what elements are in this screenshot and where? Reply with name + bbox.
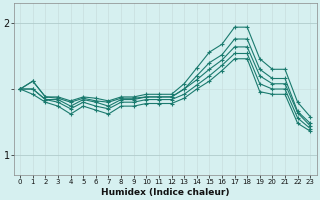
X-axis label: Humidex (Indice chaleur): Humidex (Indice chaleur) bbox=[101, 188, 229, 197]
